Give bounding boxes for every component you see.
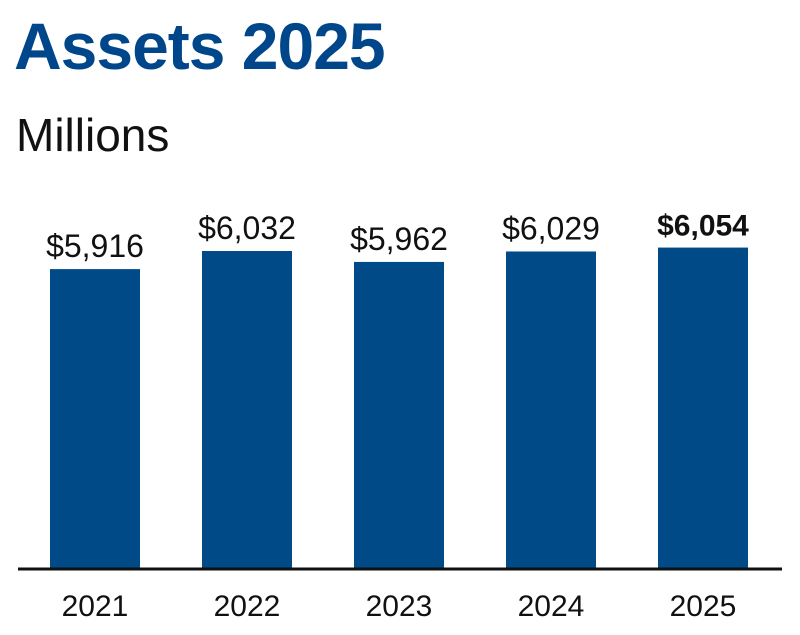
x-tick-label: 2021: [62, 590, 129, 623]
data-label-2023: $5,962: [350, 221, 448, 257]
bar-2022: [202, 251, 292, 568]
chart-title: Assets 2025: [14, 9, 386, 83]
x-tick-label: 2022: [214, 590, 281, 623]
chart-subtitle: Millions: [16, 109, 170, 161]
data-label-2021: $5,916: [46, 228, 144, 264]
data-label-2025: $6,054: [657, 210, 749, 243]
bar-2021: [50, 269, 140, 568]
x-tick-label: 2025: [670, 590, 737, 623]
bar-2023: [354, 261, 444, 568]
x-tick-label: 2024: [518, 590, 585, 623]
bar-2025: [658, 247, 748, 569]
bar-2024: [506, 251, 596, 568]
data-label-2022: $6,032: [198, 210, 296, 246]
data-label-2024: $6,029: [502, 210, 600, 246]
x-tick-label: 2023: [366, 590, 433, 623]
